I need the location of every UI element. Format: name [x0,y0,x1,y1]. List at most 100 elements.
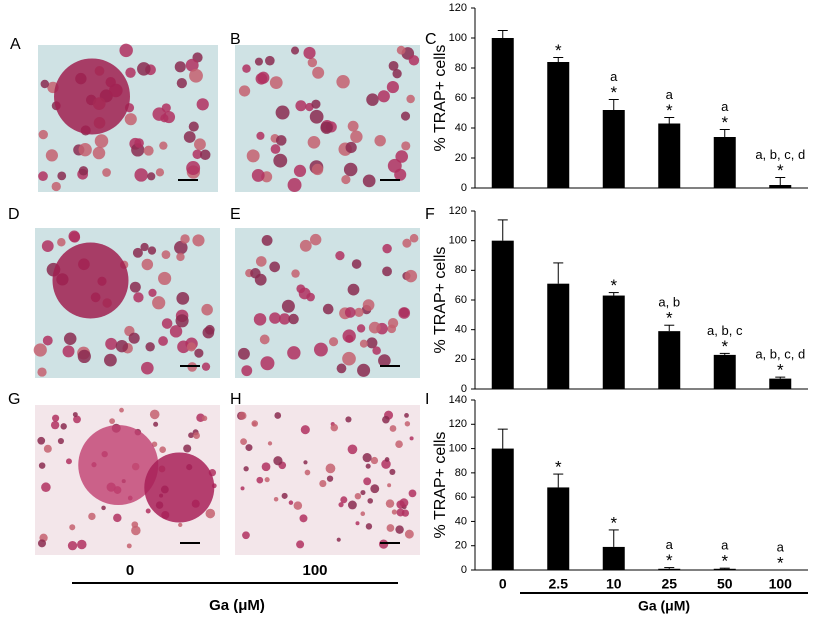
cell [241,365,253,377]
cell [330,423,339,432]
cell [63,332,77,346]
significance-label: a [666,87,674,102]
cell [281,299,295,313]
cell [336,75,350,89]
bar [713,354,736,389]
cell [251,169,265,182]
cell [311,99,321,109]
cell [365,523,373,530]
cell [304,469,311,476]
cell [176,291,190,305]
cell [185,58,199,72]
cell [319,480,327,488]
y-tick-label: 20 [455,152,467,164]
cell [38,462,46,469]
cell [259,334,270,345]
cell [287,178,302,192]
cell [174,240,188,255]
cell [261,462,271,472]
cell [178,522,183,528]
cell [372,346,381,355]
x-axis-title: Ga (μM) [638,598,690,614]
significance-label: a, b, c, d [755,147,805,162]
cell [350,130,363,143]
panel-label: A [10,36,21,53]
y-tick-label: 60 [455,491,467,503]
cell [343,162,358,177]
cell [384,457,390,462]
cell [57,437,65,445]
cell [188,432,194,439]
cell [141,361,154,375]
cell [158,271,172,285]
cell [237,347,250,360]
cell [347,500,357,510]
y-tick-label: 100 [449,235,467,247]
cell [313,342,328,357]
cell [391,509,398,515]
cell [399,498,409,508]
cell [396,45,406,55]
cell [102,168,111,177]
cell [147,172,156,181]
cell [347,120,359,132]
osteoclast [54,58,130,135]
cell [382,415,390,424]
cell [381,459,391,469]
cell [119,43,133,58]
cell [312,66,325,79]
significance-label: a [721,99,729,114]
cell [113,513,122,523]
cell [267,441,273,446]
cell [300,425,310,435]
condition-label: 100 [302,562,327,579]
cell [307,135,321,149]
cell [245,444,253,452]
osteoclast [144,452,215,523]
cell [134,168,148,182]
cell [309,109,324,124]
y-tick-label: 40 [455,515,467,527]
osteoclast [78,425,159,505]
significance-label: * [777,553,784,572]
cell [196,98,209,111]
cell [253,313,267,326]
y-tick-label: 80 [455,62,467,74]
cell [158,336,168,346]
cell [404,269,418,283]
significance-label: * [555,458,562,477]
cell [354,492,362,500]
cell [273,456,283,466]
cell [37,367,47,377]
cell [133,292,144,303]
cell [288,313,299,325]
cell [255,72,268,85]
cell [395,525,404,534]
cell [365,463,371,469]
cell [307,57,318,68]
y-tick-label: 20 [455,353,467,365]
cell [159,141,168,150]
bar [713,568,736,570]
cell [155,168,165,177]
y-tick-label: 0 [461,564,467,576]
cell [362,174,376,188]
significance-label: * [555,41,562,60]
cell [288,500,294,505]
cell [189,68,203,83]
y-tick-label: 60 [455,294,467,306]
cell [88,512,96,521]
significance-label: * [610,513,617,532]
cell [311,163,324,176]
bar [547,283,570,389]
cell [176,78,187,89]
cell [145,342,155,352]
cell [147,246,157,255]
cell [143,145,154,156]
cell [341,174,351,185]
cell [387,483,392,488]
micrograph [235,228,420,378]
y-tick-label: 40 [455,122,467,134]
cell [264,477,270,483]
cell [275,105,290,120]
